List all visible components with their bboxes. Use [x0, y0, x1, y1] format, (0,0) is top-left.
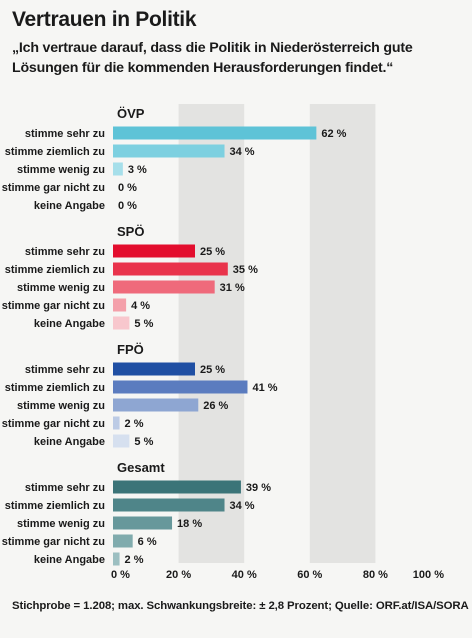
- source-note: Stichprobe = 1.208; max. Schwankungsbrei…: [12, 600, 469, 612]
- category-label: keine Angabe: [34, 554, 105, 566]
- category-label: stimme sehr zu: [25, 482, 105, 494]
- category-label: stimme wenig zu: [17, 400, 105, 412]
- bar: [113, 144, 225, 158]
- bar: [113, 362, 195, 376]
- bar: [113, 162, 123, 176]
- value-label: 25 %: [200, 364, 225, 376]
- value-label: 31 %: [220, 282, 245, 294]
- value-label: 34 %: [230, 146, 255, 158]
- value-label: 0 %: [118, 200, 137, 212]
- category-label: stimme wenig zu: [17, 164, 105, 176]
- category-label: stimme ziemlich zu: [5, 382, 105, 394]
- value-label: 0 %: [118, 182, 137, 194]
- x-tick-label: 100 %: [413, 569, 444, 581]
- value-label: 26 %: [203, 400, 228, 412]
- chart-title: Vertrauen in Politik: [12, 8, 197, 31]
- group-label: SPÖ: [117, 224, 144, 239]
- bar: [113, 534, 133, 548]
- value-label: 2 %: [125, 418, 144, 430]
- bar: [113, 298, 127, 312]
- value-label: 5 %: [134, 318, 153, 330]
- value-label: 5 %: [134, 436, 153, 448]
- value-label: 3 %: [128, 164, 147, 176]
- bar: [113, 262, 228, 276]
- value-label: 34 %: [230, 500, 255, 512]
- group-label: Gesamt: [117, 460, 165, 475]
- bar: [113, 434, 130, 448]
- value-label: 2 %: [125, 554, 144, 566]
- bar: [113, 398, 199, 412]
- value-label: 25 %: [200, 246, 225, 258]
- x-tick-label: 40 %: [232, 569, 257, 581]
- category-label: stimme ziemlich zu: [5, 500, 105, 512]
- category-label: stimme gar nicht zu: [2, 418, 105, 430]
- x-tick-label: 20 %: [166, 569, 191, 581]
- bar: [113, 244, 195, 258]
- bar: [113, 316, 130, 330]
- x-tick-label: 0 %: [111, 569, 130, 581]
- bar: [113, 552, 120, 566]
- value-label: 18 %: [177, 518, 202, 530]
- bar: [113, 480, 241, 494]
- category-label: stimme wenig zu: [17, 282, 105, 294]
- value-label: 39 %: [246, 482, 271, 494]
- value-label: 62 %: [321, 128, 346, 140]
- category-label: stimme gar nicht zu: [2, 300, 105, 312]
- value-label: 35 %: [233, 264, 258, 276]
- category-label: keine Angabe: [34, 200, 105, 212]
- bar: [113, 516, 173, 530]
- category-label: stimme gar nicht zu: [2, 536, 105, 548]
- category-label: keine Angabe: [34, 318, 105, 330]
- value-label: 41 %: [252, 382, 277, 394]
- grid-band: [178, 104, 245, 563]
- bar: [113, 498, 225, 512]
- value-label: 6 %: [138, 536, 157, 548]
- bar: [113, 280, 215, 294]
- group-label: ÖVP: [117, 106, 145, 121]
- x-tick-label: 80 %: [363, 569, 388, 581]
- bar: [113, 126, 317, 140]
- category-label: stimme sehr zu: [25, 128, 105, 140]
- chart-subtitle: „Ich vertraue darauf, dass die Politik i…: [12, 40, 413, 76]
- bar: [113, 416, 120, 430]
- category-label: stimme gar nicht zu: [2, 182, 105, 194]
- bar: [113, 380, 248, 394]
- value-label: 4 %: [131, 300, 150, 312]
- category-label: stimme ziemlich zu: [5, 146, 105, 158]
- grid-band: [309, 104, 376, 563]
- category-label: stimme sehr zu: [25, 246, 105, 258]
- x-tick-label: 60 %: [297, 569, 322, 581]
- category-label: stimme wenig zu: [17, 518, 105, 530]
- category-label: keine Angabe: [34, 436, 105, 448]
- category-label: stimme ziemlich zu: [5, 264, 105, 276]
- category-label: stimme sehr zu: [25, 364, 105, 376]
- group-label: FPÖ: [117, 342, 144, 357]
